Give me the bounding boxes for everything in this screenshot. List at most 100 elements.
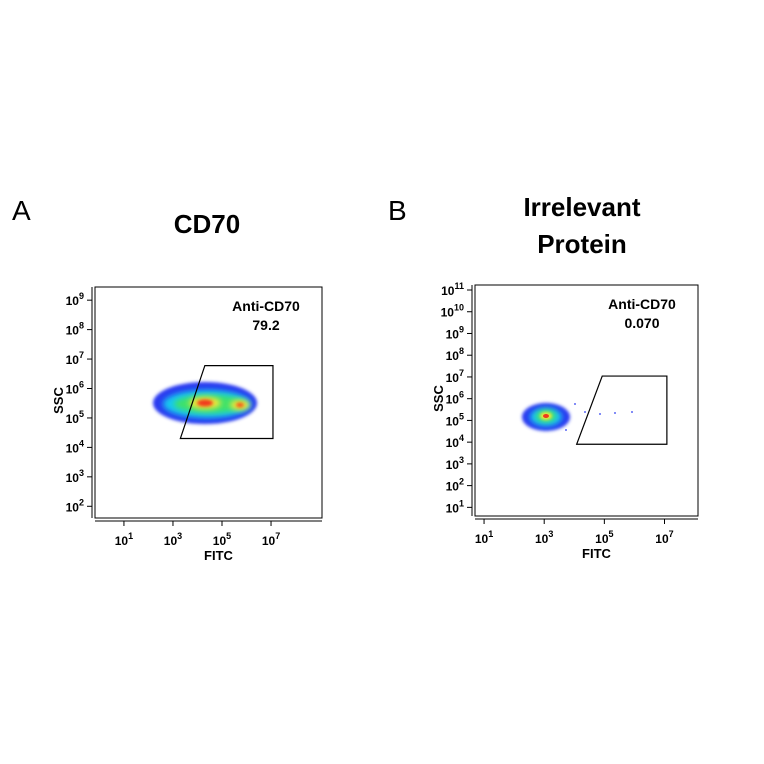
tick-base: 10 (262, 534, 276, 548)
tick-label: 101 (446, 498, 464, 515)
tick-label: 104 (66, 438, 84, 455)
tick-exponent: 9 (79, 291, 84, 301)
tick-label: 103 (535, 529, 553, 546)
tick-label: 102 (446, 477, 464, 494)
tick-exponent: 3 (79, 468, 84, 478)
tick-base: 10 (446, 327, 460, 341)
y-axis-label: SSC (51, 387, 66, 414)
tick-exponent: 1 (459, 498, 464, 508)
tick-exponent: 1 (488, 529, 493, 539)
tick-base: 10 (446, 414, 460, 428)
tick-base: 10 (213, 534, 227, 548)
tick-base: 10 (66, 441, 80, 455)
tick-base: 10 (66, 294, 80, 308)
tick-exponent: 3 (177, 531, 182, 541)
tick-base: 10 (475, 532, 489, 546)
tick-base: 10 (66, 324, 80, 338)
tick-exponent: 2 (459, 477, 464, 487)
gate (179, 364, 274, 440)
tick-label: 105 (446, 411, 464, 428)
gate-name: Anti-CD70 (608, 296, 676, 312)
event-cloud (522, 403, 633, 431)
tick-base: 10 (446, 349, 460, 363)
tick-label: 101 (115, 531, 133, 548)
tick-exponent: 2 (79, 497, 84, 507)
tick-label: 104 (446, 433, 464, 450)
tick-base: 10 (446, 371, 460, 385)
tick-base: 10 (655, 532, 669, 546)
tick-exponent: 1 (128, 531, 133, 541)
tick-exponent: 7 (275, 531, 280, 541)
tick-label: 107 (446, 368, 464, 385)
tick-label: 109 (446, 324, 464, 341)
tick-exponent: 11 (454, 281, 464, 291)
tick-label: 107 (262, 531, 280, 548)
gate (575, 375, 668, 445)
tick-label: 105 (213, 531, 231, 548)
tick-label: 108 (66, 321, 84, 338)
tick-exponent: 5 (226, 531, 231, 541)
tick-base: 10 (66, 383, 80, 397)
tick-exponent: 5 (459, 411, 464, 421)
tick-exponent: 3 (548, 529, 553, 539)
tick-base: 10 (446, 393, 460, 407)
tick-base: 10 (66, 471, 80, 485)
tick-base: 10 (66, 500, 80, 514)
tick-label: 103 (164, 531, 182, 548)
tick-exponent: 7 (669, 529, 674, 539)
tick-label: 102 (66, 497, 84, 514)
tick-base: 10 (595, 532, 609, 546)
tick-exponent: 5 (609, 529, 614, 539)
tick-exponent: 7 (79, 350, 84, 360)
tick-label: 105 (66, 409, 84, 426)
tick-label: 103 (446, 455, 464, 472)
tick-base: 10 (66, 412, 80, 426)
tick-exponent: 4 (79, 438, 84, 448)
tick-base: 10 (441, 306, 455, 320)
x-axis-label: FITC (582, 546, 611, 561)
tick-label: 109 (66, 291, 84, 308)
panel-letter: A (12, 195, 31, 226)
panel-letter: B (388, 195, 407, 226)
panel-title: Irrelevant (523, 192, 640, 222)
tick-base: 10 (446, 436, 460, 450)
tick-exponent: 8 (79, 321, 84, 331)
tick-base: 10 (66, 353, 80, 367)
tick-base: 10 (535, 532, 549, 546)
plot-frame (474, 284, 699, 517)
x-axis-label: FITC (204, 548, 233, 563)
plot-frame (94, 286, 323, 519)
panel-title: Protein (537, 229, 627, 259)
tick-label: 108 (446, 346, 464, 363)
tick-label: 103 (66, 468, 84, 485)
event-cloud (153, 382, 257, 424)
tick-exponent: 5 (79, 409, 84, 419)
gate-name: Anti-CD70 (232, 298, 300, 314)
tick-exponent: 3 (459, 455, 464, 465)
tick-base: 10 (446, 458, 460, 472)
tick-base: 10 (164, 534, 178, 548)
tick-label: 107 (66, 350, 84, 367)
tick-label: 1011 (441, 281, 464, 298)
tick-label: 106 (446, 390, 464, 407)
gate-percent: 0.070 (624, 315, 659, 331)
tick-base: 10 (441, 284, 455, 298)
tick-exponent: 8 (459, 346, 464, 356)
tick-label: 106 (66, 380, 84, 397)
tick-exponent: 9 (459, 324, 464, 334)
tick-base: 10 (115, 534, 129, 548)
tick-base: 10 (446, 480, 460, 494)
tick-label: 1010 (441, 303, 464, 320)
tick-exponent: 10 (454, 303, 464, 313)
y-axis-label: SSC (431, 385, 446, 412)
panel-title: CD70 (174, 209, 240, 239)
tick-label: 101 (475, 529, 493, 546)
tick-exponent: 7 (459, 368, 464, 378)
tick-exponent: 6 (459, 390, 464, 400)
tick-exponent: 4 (459, 433, 464, 443)
gate-percent: 79.2 (252, 317, 279, 333)
tick-label: 105 (595, 529, 613, 546)
tick-label: 107 (655, 529, 673, 546)
